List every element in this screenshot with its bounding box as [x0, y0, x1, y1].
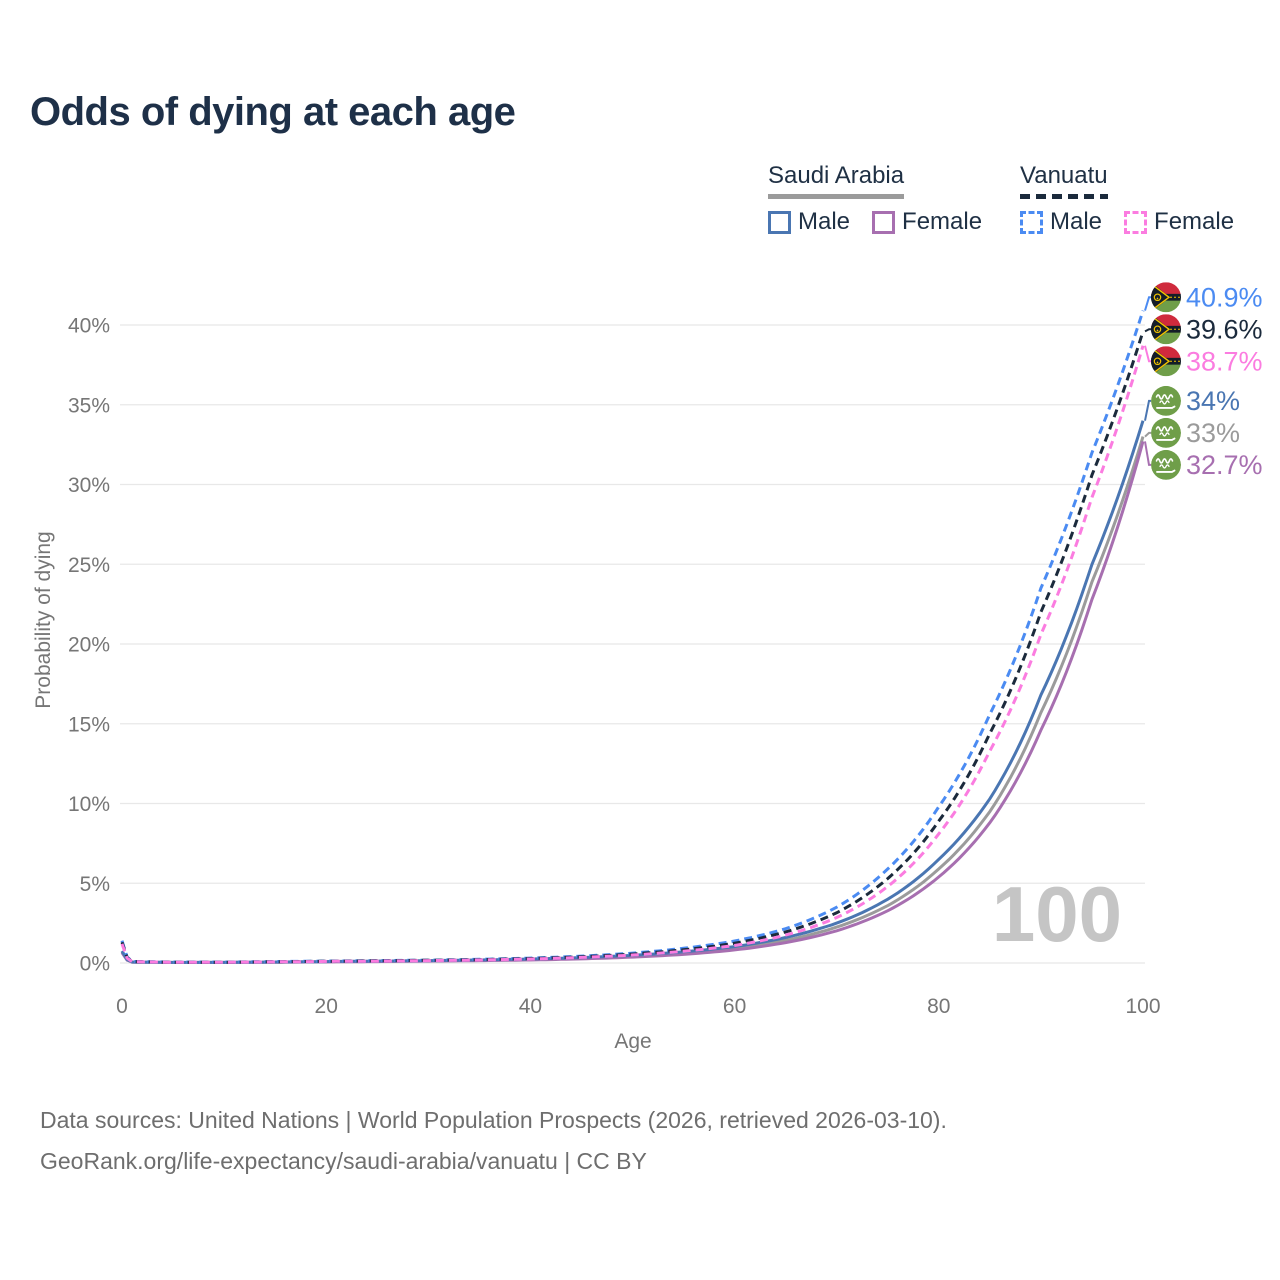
x-tick-label: 100: [1125, 995, 1160, 1018]
legend-line-sample-saudi-arabia: [768, 194, 904, 199]
x-tick-label: 20: [315, 995, 338, 1018]
y-tick-label: 20%: [68, 634, 110, 657]
x-tick-label: 80: [927, 995, 950, 1018]
end-value-label: 32.7%: [1186, 450, 1263, 480]
legend-item-vanuatu-female[interactable]: Female: [1124, 208, 1234, 236]
label-connector: [1144, 441, 1151, 466]
legend-group-vanuatu: Vanuatu Male Female: [1020, 162, 1234, 236]
legend-item-label: Female: [1154, 208, 1235, 235]
series-line-saudi-arabia-male[interactable]: [120, 420, 1145, 964]
legend-country-vanuatu: Vanuatu: [1020, 162, 1108, 189]
y-tick-label: 5%: [80, 873, 110, 896]
legend-item-label: Female: [902, 208, 983, 235]
x-tick-label: 60: [723, 995, 746, 1018]
y-tick-label: 25%: [68, 554, 110, 577]
series-line-vanuatu-female[interactable]: [120, 345, 1145, 964]
legend-group-saudi-arabia: Saudi Arabia Male Female: [768, 162, 982, 236]
label-connector: [1144, 296, 1151, 311]
checkbox-icon[interactable]: [768, 210, 791, 234]
x-axis-title: Age: [614, 1030, 651, 1053]
legend-item-label: Male: [798, 208, 851, 235]
saudi-arabia-flag-icon: [1151, 449, 1181, 480]
series-line-vanuatu-both-sexes[interactable]: [120, 330, 1145, 964]
checkbox-icon[interactable]: [872, 210, 896, 234]
y-tick-label: 35%: [68, 394, 110, 417]
y-axis-title: Probability of dying: [32, 531, 55, 708]
legend-country-saudi-arabia: Saudi Arabia: [768, 162, 905, 189]
series-line-saudi-arabia-female[interactable]: [120, 441, 1145, 964]
end-value-label: 34%: [1186, 386, 1240, 416]
data-sources-text: Data sources: United Nations | World Pop…: [40, 1107, 947, 1133]
vanuatu-flag-icon: [1151, 282, 1181, 313]
label-connector: [1144, 345, 1151, 363]
end-value-label: 38.7%: [1186, 346, 1263, 376]
legend-item-saudi-male[interactable]: Male: [768, 208, 850, 236]
y-tick-label: 0%: [80, 953, 110, 976]
y-tick-label: 30%: [68, 474, 110, 497]
page-title: Odds of dying at each age: [30, 90, 516, 134]
vanuatu-flag-icon: [1151, 346, 1181, 377]
legend-line-sample-vanuatu: [1020, 194, 1108, 199]
x-tick-label: 0: [116, 995, 128, 1018]
legend-item-saudi-female[interactable]: Female: [872, 208, 982, 236]
vanuatu-flag-icon: [1151, 314, 1181, 345]
end-value-label: 33%: [1186, 418, 1240, 448]
legend-item-vanuatu-male[interactable]: Male: [1020, 208, 1102, 236]
y-tick-label: 40%: [68, 315, 110, 338]
end-value-label: 39.6%: [1186, 314, 1263, 344]
age-counter-watermark: 100: [992, 870, 1122, 958]
checkbox-icon[interactable]: [1020, 210, 1043, 234]
y-tick-label: 10%: [68, 793, 110, 816]
attribution-link-text: GeoRank.org/life-expectancy/saudi-arabia…: [40, 1148, 647, 1174]
series-line-vanuatu-male[interactable]: [120, 310, 1145, 964]
checkbox-icon[interactable]: [1124, 210, 1148, 234]
y-tick-label: 15%: [68, 713, 110, 736]
label-connector: [1144, 431, 1151, 438]
label-connector: [1144, 328, 1151, 333]
legend-item-label: Male: [1050, 208, 1103, 235]
x-tick-label: 40: [519, 995, 542, 1018]
end-value-label: 40.9%: [1186, 282, 1263, 312]
saudi-arabia-flag-icon: [1151, 417, 1181, 448]
saudi-arabia-flag-icon: [1151, 385, 1181, 416]
label-connector: [1144, 399, 1151, 421]
